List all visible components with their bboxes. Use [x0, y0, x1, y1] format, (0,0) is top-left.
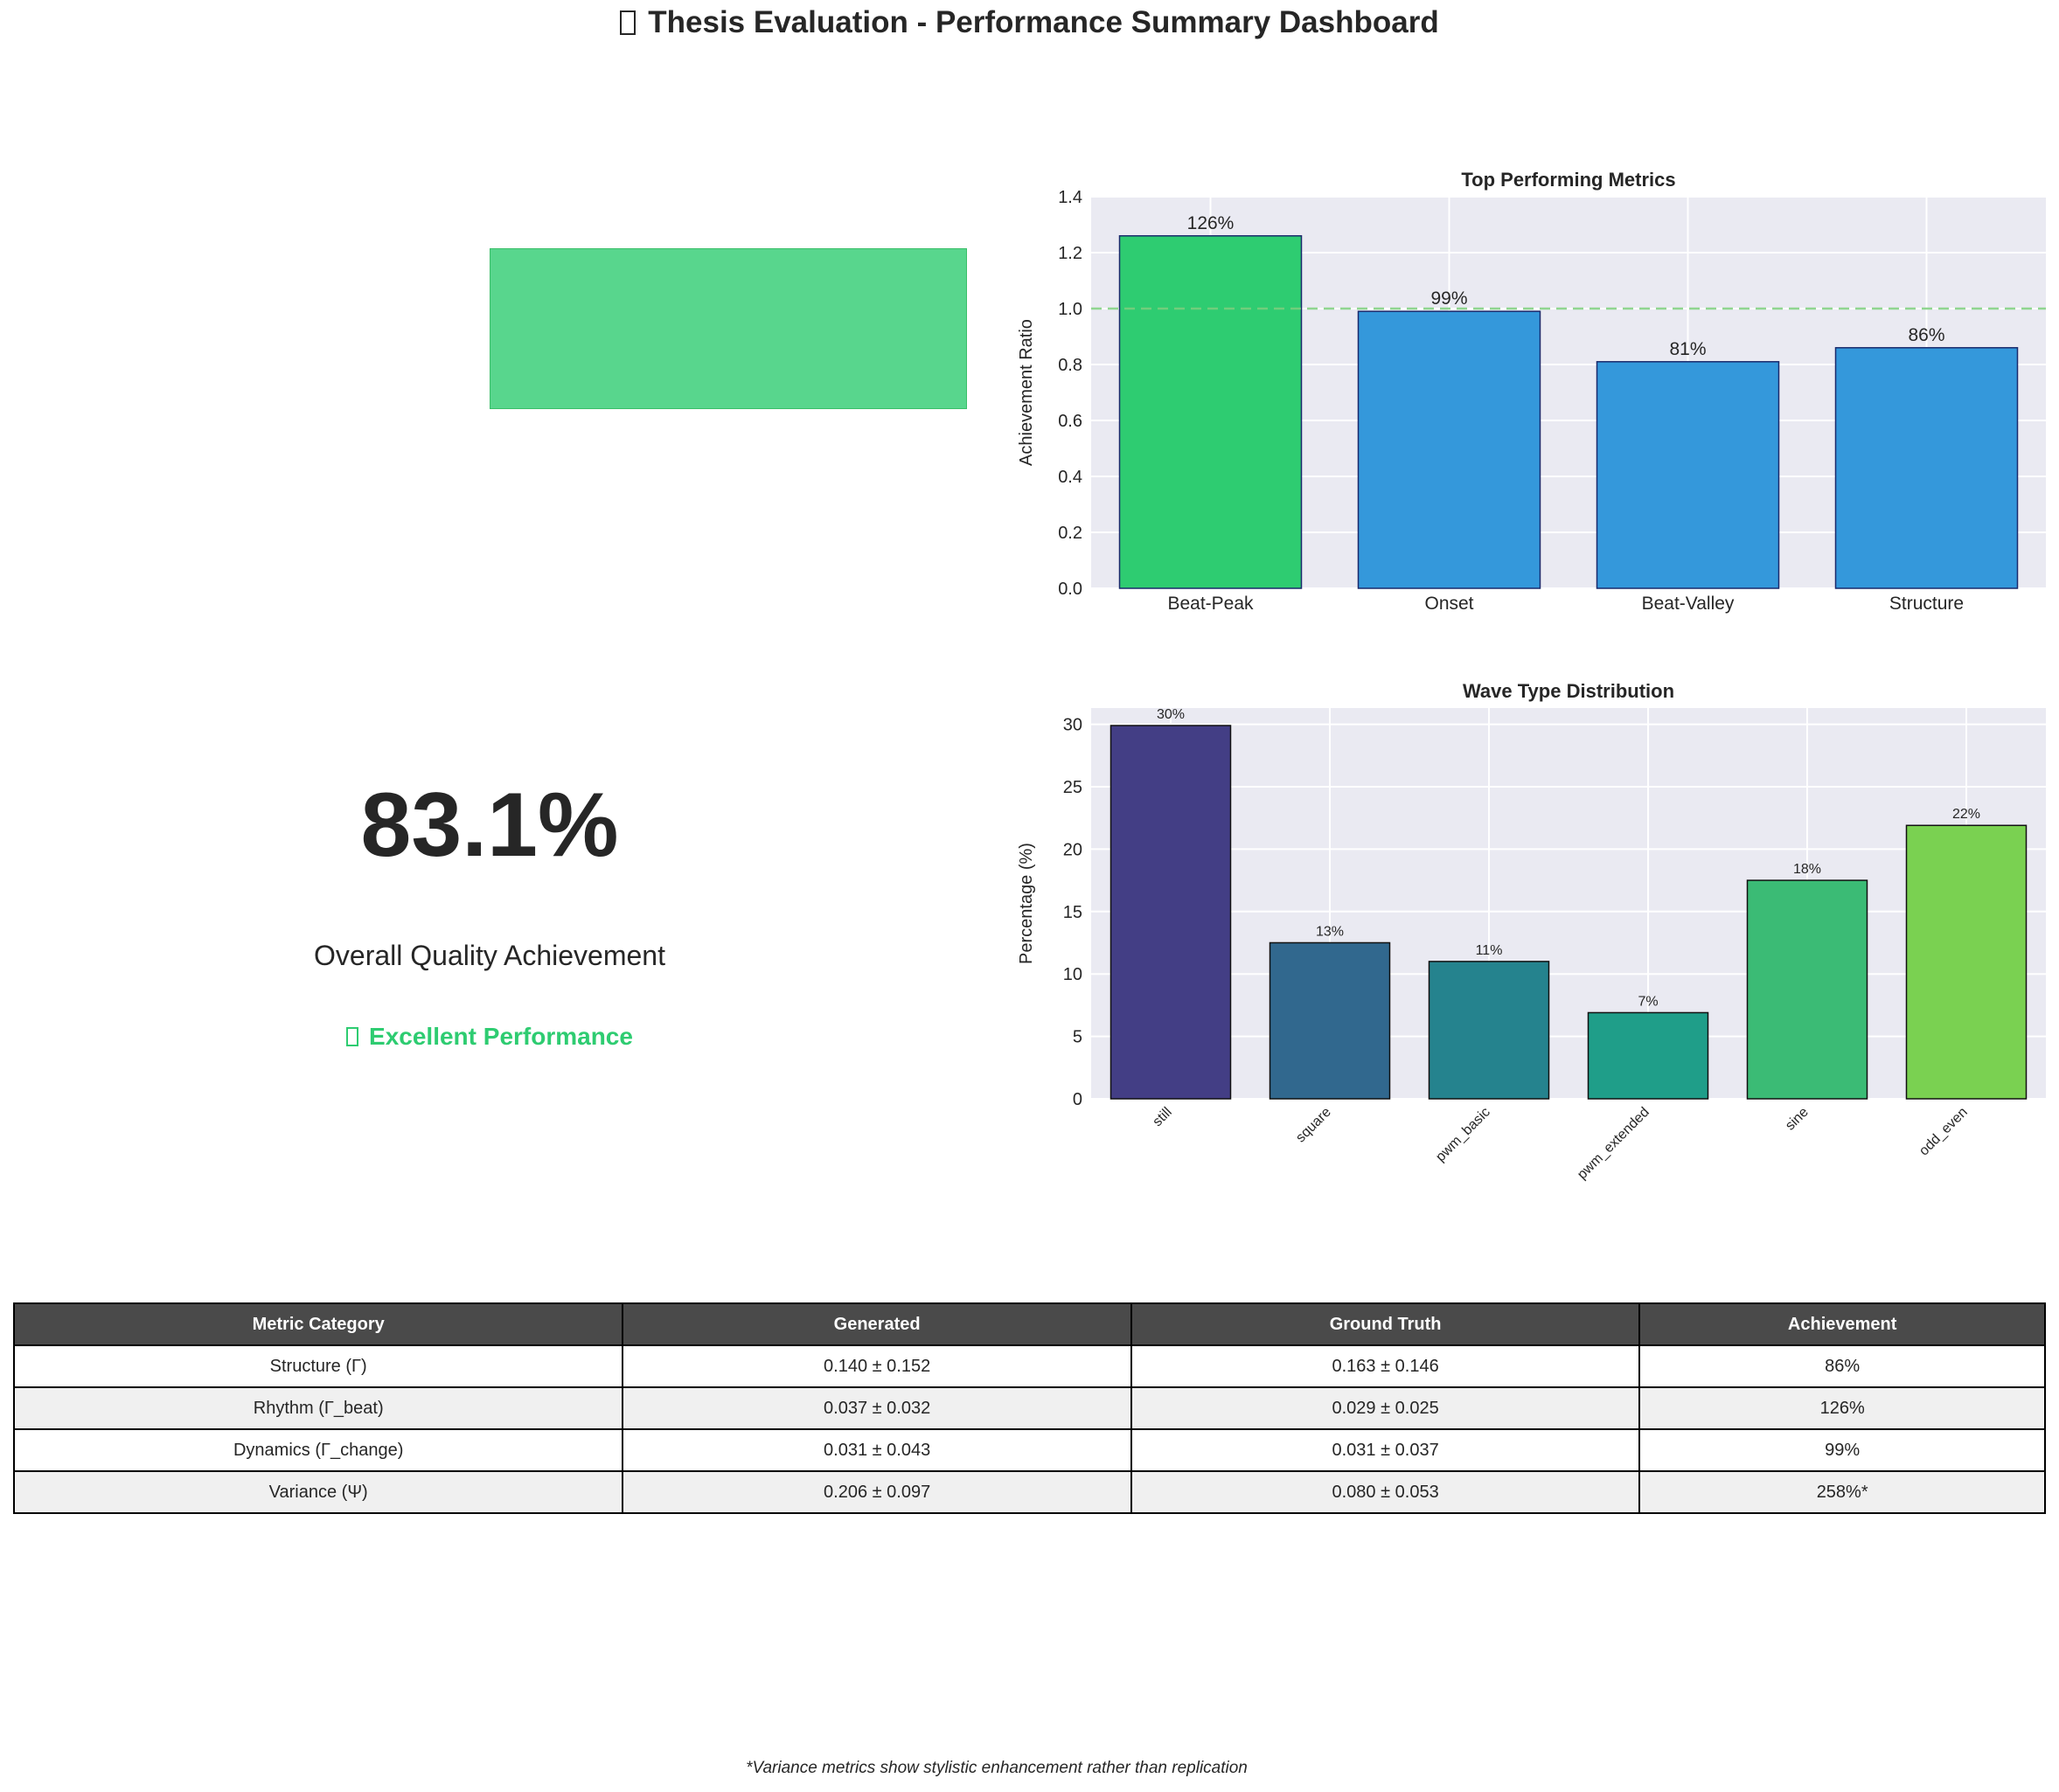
page-title: Thesis Evaluation - Performance Summary … — [0, 5, 2059, 40]
x-tick-label: Beat-Peak — [1167, 594, 1254, 614]
table-header-row: Metric Category Generated Ground Truth A… — [12, 1302, 2046, 1346]
table-row: Variance (Ψ) 0.206 ± 0.097 0.080 ± 0.053… — [12, 1470, 2046, 1514]
missing-glyph-icon — [620, 10, 636, 35]
x-tick-label: odd_even — [1916, 1105, 1971, 1159]
y-tick-label: 0.2 — [1058, 524, 1082, 543]
footnote: *Variance metrics show stylistic enhance… — [746, 1759, 1248, 1777]
x-tick-label: sine — [1783, 1105, 1812, 1134]
bar — [1905, 824, 2028, 1100]
page-title-text: Thesis Evaluation - Performance Summary … — [648, 5, 1439, 39]
missing-glyph-icon — [346, 1027, 359, 1046]
bar — [1269, 941, 1391, 1100]
chart-title: Wave Type Distribution — [1463, 680, 1674, 702]
x-tick-label: Beat-Valley — [1642, 594, 1735, 614]
table-cell: 0.206 ± 0.097 — [622, 1470, 1132, 1514]
table-cell: Variance (Ψ) — [12, 1470, 624, 1514]
table-cell: 126% — [1638, 1386, 2046, 1430]
overall-score-label: Overall Quality Achievement — [314, 940, 665, 971]
bar — [1834, 347, 2019, 589]
bar — [1109, 725, 1232, 1100]
table-cell: Rhythm (Γ_beat) — [12, 1386, 624, 1430]
chart-title: Top Performing Metrics — [1461, 169, 1675, 191]
x-tick-label: still — [1150, 1105, 1174, 1129]
bar — [1428, 961, 1550, 1100]
x-tick-label: pwm_extended — [1575, 1105, 1652, 1183]
y-tick-label: 0 — [1073, 1090, 1082, 1109]
table-row: Rhythm (Γ_beat) 0.037 ± 0.032 0.029 ± 0.… — [12, 1386, 2046, 1430]
table-header-cell: Ground Truth — [1130, 1302, 1641, 1346]
table-row: Structure (Γ) 0.140 ± 0.152 0.163 ± 0.14… — [12, 1344, 2046, 1388]
overall-score-value: 83.1% — [360, 774, 619, 876]
performance-status: Excellent Performance — [227, 1023, 752, 1051]
table-cell: 0.163 ± 0.146 — [1130, 1344, 1641, 1388]
y-tick-label: 0.6 — [1058, 412, 1082, 431]
x-tick-label: square — [1293, 1105, 1334, 1146]
metrics-table: Metric Category Generated Ground Truth A… — [12, 1302, 2046, 1514]
x-tick-label: Structure — [1889, 594, 1964, 614]
x-tick-label: pwm_basic — [1433, 1105, 1493, 1165]
status-color-block — [490, 248, 967, 409]
table-cell: 0.031 ± 0.037 — [1130, 1428, 1641, 1472]
bar-value-label: 11% — [1476, 943, 1503, 958]
bar-value-label: 99% — [1430, 288, 1467, 309]
table-cell: 86% — [1638, 1344, 2046, 1388]
table-cell: 0.031 ± 0.043 — [622, 1428, 1132, 1472]
table-cell: 0.080 ± 0.053 — [1130, 1470, 1641, 1514]
table-cell: 258%* — [1638, 1470, 2046, 1514]
y-axis-label: Achievement Ratio — [1017, 319, 1036, 466]
y-tick-label: 0.4 — [1058, 468, 1082, 487]
bar — [1357, 310, 1541, 589]
bar-value-label: 13% — [1316, 924, 1344, 939]
table-cell: 99% — [1638, 1428, 2046, 1472]
wave-distribution-chart: 0 5 10 15 20 25 30 Wave Type Distribution Percen… — [1017, 680, 2046, 1183]
bar-value-label: 81% — [1669, 339, 1706, 359]
bar-value-label: 126% — [1187, 213, 1235, 233]
x-tick-label: Onset — [1424, 594, 1473, 614]
table-row: Dynamics (Γ_change) 0.031 ± 0.043 0.031 … — [12, 1428, 2046, 1472]
y-tick-label: 0.8 — [1058, 356, 1082, 375]
bar — [1596, 361, 1780, 589]
y-tick-label: 1.2 — [1058, 244, 1082, 263]
bar-value-label: 22% — [1952, 807, 1980, 822]
bar-value-label: 18% — [1793, 862, 1821, 877]
bar-value-label: 7% — [1638, 994, 1658, 1009]
y-tick-label: 1.4 — [1058, 188, 1082, 207]
table-cell: 0.037 ± 0.032 — [622, 1386, 1132, 1430]
bar — [1118, 235, 1303, 589]
bar — [1746, 879, 1868, 1100]
table-cell: Structure (Γ) — [12, 1344, 624, 1388]
table-cell: Dynamics (Γ_change) — [12, 1428, 624, 1472]
y-tick-label: 1.0 — [1058, 300, 1082, 319]
bar — [1587, 1011, 1709, 1100]
table-header-cell: Generated — [622, 1302, 1132, 1346]
bar-value-label: 30% — [1157, 707, 1185, 722]
table-header-cell: Achievement — [1638, 1302, 2046, 1346]
bar-value-label: 86% — [1908, 325, 1944, 345]
table-header-cell: Metric Category — [12, 1302, 624, 1346]
y-tick-label: 15 — [1063, 903, 1082, 922]
y-tick-label: 10 — [1063, 965, 1082, 984]
y-axis-label: Percentage (%) — [1017, 843, 1036, 964]
plot-background — [1091, 708, 2046, 1099]
y-tick-label: 20 — [1063, 840, 1082, 859]
y-tick-label: 30 — [1063, 716, 1082, 735]
y-tick-label: 25 — [1063, 778, 1082, 797]
y-tick-label: 5 — [1073, 1028, 1082, 1047]
table-cell: 0.029 ± 0.025 — [1130, 1386, 1641, 1430]
top-metrics-chart: 0.0 0.2 0.4 0.6 0.8 1.0 1.2 1.4 Top Performing M… — [1017, 169, 2046, 614]
table-cell: 0.140 ± 0.152 — [622, 1344, 1132, 1388]
y-tick-label: 0.0 — [1058, 580, 1082, 599]
performance-status-text: Excellent Performance — [369, 1023, 633, 1050]
